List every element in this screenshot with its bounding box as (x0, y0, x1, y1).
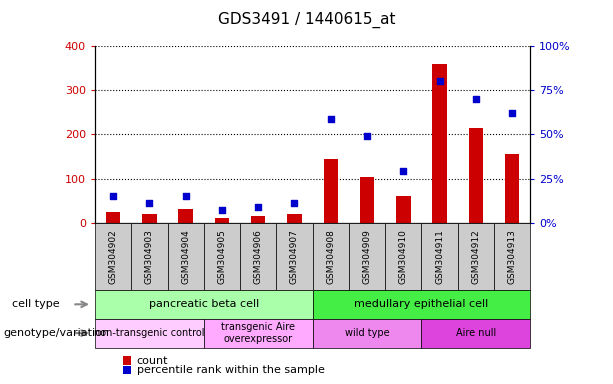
Point (398, 169, 408, 175)
Point (217, 207, 227, 214)
Point (435, 78, 444, 84)
Point (181, 193, 191, 199)
Point (471, 96, 481, 102)
Text: genotype/variation: genotype/variation (3, 328, 109, 338)
Point (326, 116, 336, 122)
Point (253, 204, 263, 210)
Text: GSM304902: GSM304902 (109, 229, 118, 284)
Point (109, 193, 118, 199)
Bar (324, 159, 338, 223)
Point (507, 110, 517, 116)
Text: GSM304911: GSM304911 (435, 229, 444, 284)
Bar (178, 210, 193, 223)
Text: Aire null: Aire null (455, 328, 496, 338)
Bar (215, 218, 229, 223)
Text: GSM304912: GSM304912 (471, 229, 481, 284)
Text: pancreatic beta cell: pancreatic beta cell (149, 299, 259, 310)
Bar (142, 214, 157, 223)
Text: GSM304905: GSM304905 (218, 229, 226, 284)
Text: GSM304904: GSM304904 (181, 229, 190, 284)
Bar (360, 177, 375, 223)
Text: non-transgenic control: non-transgenic control (94, 328, 205, 338)
Text: count: count (137, 356, 168, 366)
Text: GSM304910: GSM304910 (399, 229, 408, 284)
Bar (432, 64, 447, 223)
Text: wild type: wild type (345, 328, 389, 338)
Point (362, 133, 372, 139)
Text: cell type: cell type (12, 299, 60, 310)
Text: percentile rank within the sample: percentile rank within the sample (137, 365, 324, 375)
Bar (287, 214, 302, 223)
Text: GSM304908: GSM304908 (326, 229, 335, 284)
Text: GSM304903: GSM304903 (145, 229, 154, 284)
Point (145, 200, 154, 206)
Text: GSM304913: GSM304913 (508, 229, 517, 284)
Text: GSM304906: GSM304906 (254, 229, 263, 284)
Bar (468, 128, 483, 223)
Text: transgenic Aire
overexpressor: transgenic Aire overexpressor (221, 322, 295, 344)
Text: GSM304907: GSM304907 (290, 229, 299, 284)
Text: medullary epithelial cell: medullary epithelial cell (354, 299, 489, 310)
Bar (396, 196, 411, 223)
Text: GSM304909: GSM304909 (362, 229, 371, 284)
Text: GDS3491 / 1440615_at: GDS3491 / 1440615_at (218, 12, 395, 28)
Bar (106, 212, 120, 223)
Point (289, 200, 299, 206)
Bar (251, 216, 265, 223)
Bar (505, 154, 519, 223)
